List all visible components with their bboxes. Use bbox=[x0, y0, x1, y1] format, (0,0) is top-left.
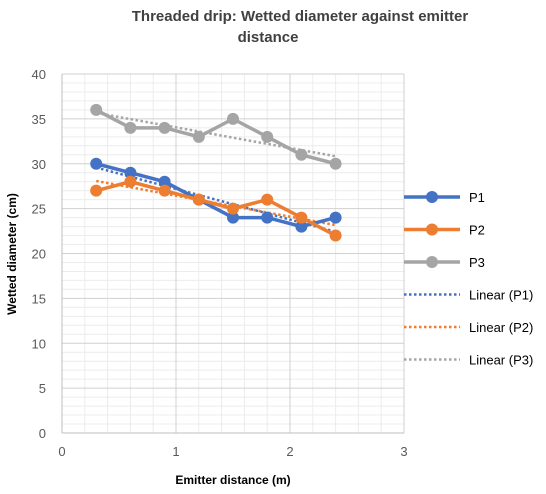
data-point-p3 bbox=[158, 121, 171, 134]
data-point-p3 bbox=[295, 148, 308, 161]
x-tick-label: 3 bbox=[400, 444, 407, 459]
legend-marker-p3 bbox=[426, 256, 438, 268]
y-tick-label: 15 bbox=[32, 291, 46, 306]
data-point-p1 bbox=[329, 211, 342, 224]
x-tick-label: 1 bbox=[172, 444, 179, 459]
data-point-p2 bbox=[90, 184, 103, 197]
data-point-p3 bbox=[90, 103, 103, 116]
plot-grid bbox=[62, 73, 405, 433]
data-point-p2 bbox=[329, 229, 342, 242]
legend-label-linear-p3: Linear (P3) bbox=[469, 353, 533, 368]
tick-labels: 0 5 10 15 20 25 30 35 40 0 1 2 3 bbox=[32, 67, 408, 459]
y-tick-label: 5 bbox=[39, 381, 46, 396]
y-tick-label: 20 bbox=[32, 247, 46, 262]
legend-label-p2: P2 bbox=[469, 223, 485, 238]
data-point-p2 bbox=[192, 193, 205, 206]
legend-label-p1: P1 bbox=[469, 190, 485, 205]
data-point-p2 bbox=[227, 202, 239, 215]
trendline-p1 bbox=[95, 166, 336, 234]
y-tick-label: 25 bbox=[32, 202, 46, 217]
y-tick-label: 35 bbox=[32, 112, 46, 127]
x-tick-label: 2 bbox=[286, 444, 293, 459]
legend-label-p3: P3 bbox=[469, 255, 485, 270]
data-point-p1 bbox=[295, 220, 308, 233]
data-point-p1 bbox=[124, 166, 137, 179]
data-point-p2 bbox=[261, 193, 274, 206]
data-point-p3 bbox=[124, 121, 137, 134]
data-point-p2 bbox=[158, 184, 171, 197]
legend: P1 P2 P3 Linear (P1) Linear (P2) Linear (P3) bbox=[404, 190, 533, 368]
y-tick-label: 0 bbox=[39, 426, 46, 441]
data-point-p1 bbox=[158, 175, 171, 188]
chart-title-line-2: distance bbox=[238, 29, 299, 46]
trendline-p3 bbox=[95, 111, 336, 158]
legend-marker-p2 bbox=[426, 223, 438, 236]
y-tick-label: 10 bbox=[32, 336, 46, 351]
chart-title-line-1: Threaded drip: Wetted diameter against e… bbox=[132, 8, 469, 25]
x-axis-title: Emitter distance (m) bbox=[175, 473, 290, 487]
data-point-p3 bbox=[227, 112, 239, 125]
data-point-p3 bbox=[329, 157, 342, 170]
y-tick-label: 30 bbox=[32, 157, 46, 172]
x-tick-label: 0 bbox=[58, 444, 65, 459]
data-point-p3 bbox=[192, 130, 205, 143]
legend-label-linear-p2: Linear (P2) bbox=[469, 320, 533, 335]
y-tick-label: 40 bbox=[32, 67, 46, 82]
data-point-p1 bbox=[90, 157, 103, 170]
data-point-p1 bbox=[261, 211, 274, 224]
data-point-p2 bbox=[295, 211, 308, 224]
legend-marker-p1 bbox=[426, 191, 438, 203]
data-point-p2 bbox=[124, 175, 137, 188]
data-point-p1 bbox=[227, 211, 239, 224]
y-axis-title: Wetted diameter (cm) bbox=[5, 193, 19, 315]
plot-axes bbox=[61, 74, 404, 434]
legend-label-linear-p1: Linear (P1) bbox=[469, 288, 533, 303]
data-point-p3 bbox=[261, 130, 274, 143]
data-series bbox=[90, 103, 342, 242]
